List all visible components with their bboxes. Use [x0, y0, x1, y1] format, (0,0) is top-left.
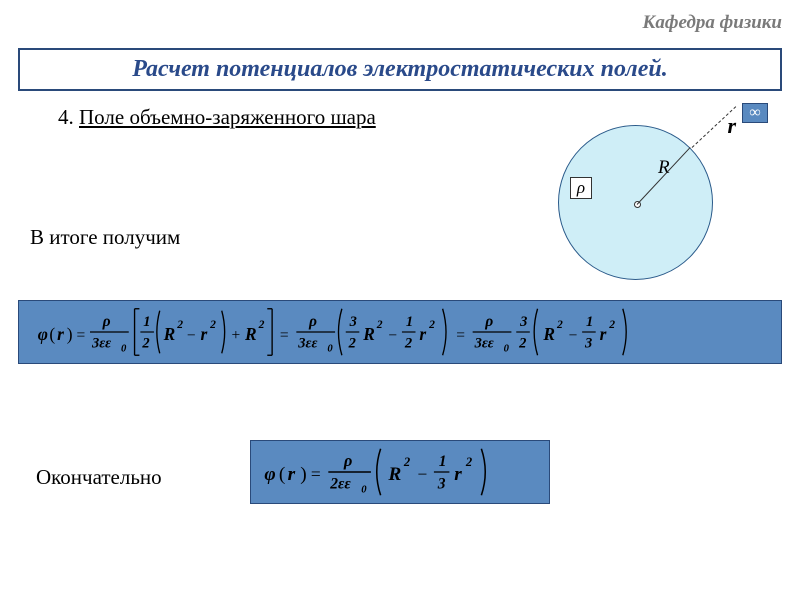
svg-text:1: 1	[439, 453, 447, 470]
svg-text:R: R	[244, 324, 257, 344]
svg-text:0: 0	[361, 484, 367, 495]
infinity-box: ∞	[742, 103, 768, 123]
svg-text:1: 1	[586, 314, 593, 330]
svg-text:2: 2	[518, 336, 526, 352]
svg-text:2εε: 2εε	[329, 475, 351, 492]
svg-text:=: =	[311, 464, 321, 484]
svg-text:=: =	[456, 327, 465, 344]
svg-text:ρ: ρ	[308, 313, 317, 330]
department-header: Кафедра физики	[643, 12, 782, 34]
svg-text:(: (	[49, 324, 55, 344]
svg-text:1: 1	[406, 314, 413, 330]
section-item: 4. Поле объемно-заряженного шара	[58, 105, 376, 130]
svg-text:=: =	[280, 327, 289, 344]
svg-text:ρ: ρ	[484, 313, 493, 330]
svg-text:3: 3	[349, 314, 357, 330]
svg-text:r: r	[200, 324, 207, 344]
formula-2-svg: φ ( r ) = ρ 2εε 0 R 2 − 1 3 r 2	[251, 441, 549, 503]
svg-text:0: 0	[504, 343, 510, 354]
svg-text:2: 2	[176, 318, 183, 331]
item-text: Поле объемно-заряженного шара	[79, 105, 376, 129]
intro-text: В итоге получим	[30, 225, 180, 250]
svg-text:3: 3	[584, 336, 592, 352]
svg-text:3: 3	[519, 314, 527, 330]
svg-text:ρ: ρ	[102, 313, 111, 330]
svg-text:r: r	[57, 324, 64, 344]
svg-text:): )	[67, 324, 73, 344]
svg-text:ρ: ρ	[343, 451, 352, 470]
formula-box-2: φ ( r ) = ρ 2εε 0 R 2 − 1 3 r 2	[250, 440, 550, 504]
item-number: 4.	[58, 105, 74, 129]
page-title: Расчет потенциалов электростатических по…	[30, 56, 770, 83]
svg-text:2: 2	[428, 318, 435, 331]
final-label: Окончательно	[36, 465, 162, 490]
title-box: Расчет потенциалов электростатических по…	[18, 48, 782, 91]
svg-text:0: 0	[327, 343, 333, 354]
svg-text:R: R	[163, 324, 176, 344]
svg-text:2: 2	[608, 318, 615, 331]
svg-text:−: −	[569, 327, 578, 344]
svg-text:+: +	[231, 327, 240, 344]
svg-text:0: 0	[121, 343, 127, 354]
svg-text:2: 2	[141, 336, 149, 352]
svg-text:2: 2	[376, 318, 383, 331]
svg-text:2: 2	[348, 336, 356, 352]
svg-text:2: 2	[258, 318, 265, 331]
svg-text:−: −	[388, 327, 397, 344]
svg-text:2: 2	[403, 455, 410, 469]
svg-text:2: 2	[556, 318, 563, 331]
svg-text:−: −	[417, 464, 427, 484]
svg-text:(: (	[279, 464, 285, 485]
rho-label-box: ρ	[570, 177, 592, 199]
svg-text:φ: φ	[38, 324, 48, 344]
svg-text:3εε: 3εε	[474, 336, 494, 352]
svg-text:=: =	[76, 327, 85, 344]
formula-box-1: φ ( r ) = ρ 3εε 0 1 2 R 2 − r 2 + R 2 = …	[18, 300, 782, 364]
svg-text:r: r	[454, 464, 462, 485]
svg-text:r: r	[600, 324, 607, 344]
svg-text:2: 2	[465, 455, 472, 469]
svg-text:3: 3	[437, 475, 446, 492]
svg-text:R: R	[387, 464, 401, 485]
svg-text:3εε: 3εε	[91, 336, 111, 352]
svg-text:R: R	[362, 324, 375, 344]
formula-1-svg: φ ( r ) = ρ 3εε 0 1 2 R 2 − r 2 + R 2 = …	[19, 301, 781, 363]
svg-text:2: 2	[209, 318, 216, 331]
svg-text:2: 2	[404, 336, 412, 352]
svg-text:−: −	[187, 327, 196, 344]
svg-text:φ: φ	[264, 464, 275, 485]
svg-text:1: 1	[143, 314, 150, 330]
r-lower-label: r	[727, 113, 736, 139]
svg-text:3εε: 3εε	[297, 336, 317, 352]
sphere-diagram: ρ ∞ r R	[508, 95, 768, 275]
svg-text:): )	[300, 464, 306, 485]
svg-text:R: R	[542, 324, 555, 344]
svg-text:r: r	[419, 324, 426, 344]
svg-text:r: r	[288, 464, 296, 485]
